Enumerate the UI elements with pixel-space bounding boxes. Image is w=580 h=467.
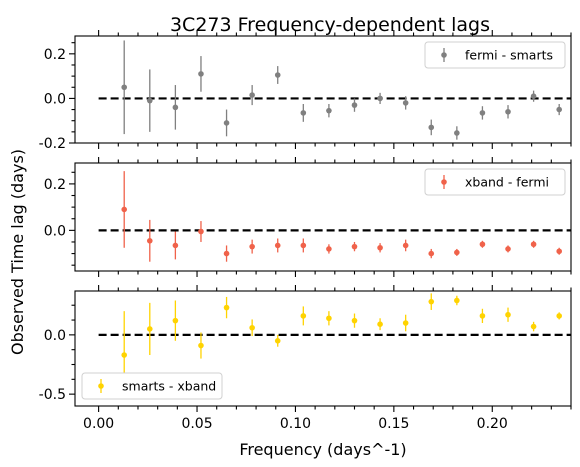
legend-marker <box>441 179 447 185</box>
data-point <box>223 250 230 257</box>
panel-3: 0.0 -0.5 smarts - xband <box>39 285 572 412</box>
data-point <box>198 342 204 349</box>
data-point <box>198 228 204 235</box>
data-point <box>530 323 537 330</box>
legend: smarts - xband <box>81 372 223 400</box>
data-point <box>530 241 537 248</box>
data-point <box>530 93 537 99</box>
y-tick-label: -0.2 <box>39 136 66 152</box>
data-point <box>351 243 358 250</box>
legend-box <box>81 372 223 400</box>
legend-box <box>424 168 566 196</box>
data-point <box>505 311 511 318</box>
series-xband-fermi <box>121 171 562 262</box>
data-point <box>556 106 562 113</box>
data-point <box>146 238 153 244</box>
axes-frame <box>74 162 572 272</box>
data-point <box>121 84 128 91</box>
data-point <box>402 242 409 249</box>
data-point <box>326 246 332 252</box>
data-point <box>300 110 307 116</box>
legend-label: fermi - smarts <box>465 48 553 63</box>
data-point <box>326 315 332 322</box>
x-tick-label: 0.00 <box>83 416 114 432</box>
y-tick-label: -0.5 <box>39 387 66 403</box>
data-point <box>377 321 383 327</box>
data-point <box>121 352 128 358</box>
data-point <box>146 97 153 104</box>
data-point <box>377 244 383 251</box>
panel-2: 0.2 0.0 xband - fermi <box>44 157 572 277</box>
data-point <box>172 104 179 111</box>
data-point <box>479 241 486 248</box>
legend-label: smarts - xband <box>122 379 216 394</box>
data-point <box>274 242 281 249</box>
data-point <box>377 95 383 102</box>
data-point <box>146 326 153 332</box>
legend: xband - fermi <box>424 168 566 196</box>
figure-title: 3C273 Frequency-dependent lags <box>170 14 490 36</box>
x-tick-label: 0.20 <box>477 416 508 432</box>
y-tick-label: 0.0 <box>44 91 66 107</box>
legend-label: xband - fermi <box>465 175 549 190</box>
data-point <box>121 206 128 213</box>
data-point <box>223 120 230 126</box>
axes-frame <box>74 35 572 144</box>
series-fermi-smarts <box>121 40 562 140</box>
data-point <box>172 317 179 324</box>
data-point <box>249 92 255 98</box>
y-tick-label: 0.2 <box>44 47 66 63</box>
data-point <box>249 324 255 331</box>
y-tick-label: 0.0 <box>44 328 66 344</box>
data-point <box>274 72 281 78</box>
x-tick-label: 0.10 <box>280 416 311 432</box>
data-point <box>428 250 435 257</box>
y-tick-label: 0.0 <box>44 223 66 239</box>
data-point <box>454 249 460 256</box>
data-point <box>351 317 358 324</box>
data-point <box>402 100 409 106</box>
data-point <box>326 107 332 114</box>
data-point <box>300 313 307 319</box>
y-axis-label: Observed Time lag (days) <box>8 149 27 355</box>
series-smarts-xband <box>121 293 562 399</box>
x-tick-label: 0.15 <box>378 416 409 432</box>
panel-1: 0.2 0.0 -0.2 fermi - smarts <box>39 30 572 152</box>
data-point <box>428 298 435 305</box>
data-point <box>556 313 562 319</box>
data-point <box>479 313 486 319</box>
axes-frame <box>74 290 572 407</box>
x-axis-label: Frequency (days^-1) <box>239 440 406 459</box>
data-point <box>454 130 460 136</box>
legend-box <box>424 41 566 69</box>
data-point <box>198 71 204 77</box>
data-point <box>223 304 230 311</box>
data-point <box>351 102 358 108</box>
legend-marker <box>98 383 104 389</box>
data-point <box>428 124 435 131</box>
data-point <box>556 248 562 255</box>
data-point <box>274 337 281 344</box>
data-point <box>300 242 307 249</box>
data-point <box>505 108 511 115</box>
legend-marker <box>441 52 447 58</box>
data-point <box>402 320 409 326</box>
x-tick-label: 0.05 <box>181 416 212 432</box>
y-tick-label: 0.2 <box>44 177 66 193</box>
data-point <box>172 242 179 249</box>
data-point <box>454 297 460 304</box>
data-point <box>479 110 486 116</box>
legend: fermi - smarts <box>424 41 566 69</box>
data-point <box>249 243 255 250</box>
data-point <box>505 246 511 252</box>
